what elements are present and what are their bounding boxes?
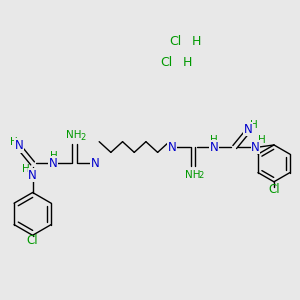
Text: H: H — [191, 35, 201, 48]
Text: H: H — [182, 56, 192, 69]
Text: NH: NH — [67, 130, 82, 140]
Text: H: H — [22, 164, 30, 174]
Text: H: H — [10, 137, 18, 147]
Text: H: H — [50, 151, 57, 161]
Text: H: H — [250, 120, 257, 130]
Text: N: N — [251, 140, 260, 154]
Text: 2: 2 — [199, 171, 204, 180]
Text: N: N — [168, 140, 177, 154]
Text: Cl: Cl — [160, 56, 172, 69]
Text: 2: 2 — [80, 133, 85, 142]
Text: Cl: Cl — [268, 183, 280, 196]
Text: N: N — [244, 123, 253, 136]
Text: H: H — [210, 135, 218, 145]
Text: NH: NH — [185, 170, 201, 180]
Text: N: N — [91, 157, 99, 170]
Text: N: N — [28, 169, 37, 182]
Text: Cl: Cl — [169, 35, 182, 48]
Text: H: H — [258, 136, 266, 146]
Text: N: N — [49, 157, 58, 170]
Text: Cl: Cl — [27, 234, 38, 247]
Text: N: N — [15, 139, 24, 152]
Text: N: N — [209, 140, 218, 154]
